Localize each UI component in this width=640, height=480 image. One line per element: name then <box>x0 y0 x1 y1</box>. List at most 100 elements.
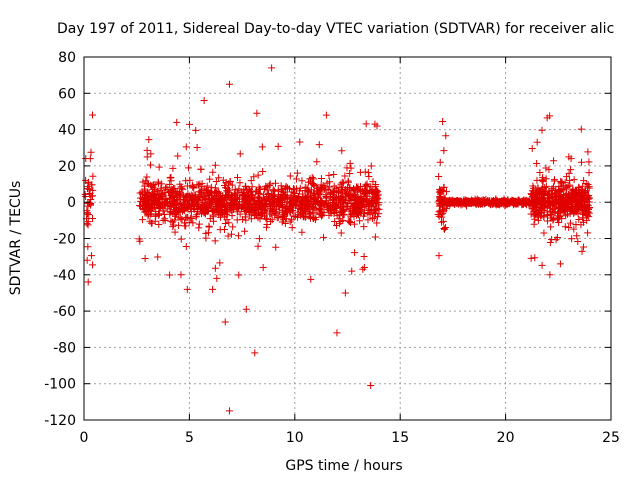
data-point <box>268 64 276 72</box>
data-point <box>167 217 175 225</box>
data-point <box>236 179 244 187</box>
data-point <box>136 237 144 245</box>
data-point <box>144 195 152 203</box>
data-point <box>563 173 571 181</box>
tick-layer: 0 5 10 15 20 25 -120 -100 -80 -60 -40 -20 0 20 40 60 80 <box>44 50 620 446</box>
data-point <box>541 203 549 211</box>
data-point <box>254 242 262 250</box>
data-point <box>201 205 209 213</box>
data-point <box>435 252 443 260</box>
data-point <box>189 193 197 201</box>
data-point <box>527 254 535 262</box>
data-point <box>353 205 361 213</box>
data-point <box>250 207 258 215</box>
data-point <box>343 164 351 172</box>
data-point <box>442 132 450 140</box>
data-point <box>236 150 244 158</box>
data-point <box>543 114 551 122</box>
data-point <box>571 191 579 199</box>
y-tick-label: -80 <box>53 340 76 356</box>
data-point <box>527 197 535 205</box>
data-point <box>166 271 174 279</box>
data-point <box>562 205 570 213</box>
data-point <box>186 120 194 128</box>
data-point <box>256 194 264 202</box>
data-point <box>373 213 381 221</box>
data-point <box>287 216 295 224</box>
data-point <box>574 192 582 200</box>
data-point <box>280 194 288 202</box>
data-point <box>310 209 318 217</box>
data-point <box>151 217 159 225</box>
data-point <box>174 152 182 160</box>
y-tick-label: -60 <box>53 304 76 320</box>
data-point <box>360 190 368 198</box>
data-point <box>211 264 219 272</box>
data-point <box>530 212 538 220</box>
data-point <box>583 209 591 217</box>
data-point <box>269 192 277 200</box>
data-point <box>289 185 297 193</box>
data-point <box>211 161 219 169</box>
data-point <box>178 207 186 215</box>
data-point <box>85 199 93 207</box>
data-point <box>262 199 270 207</box>
data-point <box>439 202 447 210</box>
data-point <box>228 212 236 220</box>
data-point <box>331 217 339 225</box>
data-point <box>581 188 589 196</box>
data-point <box>438 213 446 221</box>
data-point <box>305 178 313 186</box>
data-point <box>143 204 151 212</box>
data-point <box>247 215 255 223</box>
data-point <box>540 207 548 215</box>
data-point <box>207 197 215 205</box>
data-point <box>274 142 282 150</box>
data-point <box>213 205 221 213</box>
data-point <box>145 197 153 205</box>
data-point <box>177 215 185 223</box>
data-point <box>234 232 242 240</box>
data-point <box>223 187 231 195</box>
data-point <box>346 159 354 167</box>
data-point <box>235 271 243 279</box>
data-point <box>199 196 207 204</box>
y-axis-title: SDTVAR / TECUs <box>8 181 24 296</box>
data-point <box>572 187 580 195</box>
data-point <box>348 267 356 275</box>
data-point <box>346 193 354 201</box>
data-point <box>566 181 574 189</box>
data-point <box>333 203 341 211</box>
data-point <box>306 192 314 200</box>
data-point <box>261 212 269 220</box>
data-point <box>147 161 155 169</box>
data-point <box>182 143 190 151</box>
data-point <box>572 207 580 215</box>
data-point <box>338 190 346 198</box>
data-point <box>546 239 554 247</box>
data-point <box>577 198 585 205</box>
data-point <box>346 183 354 191</box>
data-point <box>584 229 592 237</box>
data-point <box>147 210 155 218</box>
data-point <box>315 205 323 213</box>
data-point <box>354 196 362 204</box>
data-point <box>89 214 97 222</box>
data-point <box>139 178 147 186</box>
data-point <box>251 349 259 357</box>
data-point <box>347 219 355 227</box>
data-point <box>369 198 377 206</box>
data-point <box>564 210 571 218</box>
data-point <box>322 191 330 199</box>
data-point <box>356 168 364 176</box>
data-point <box>528 144 536 152</box>
data-point <box>227 230 235 238</box>
data-point <box>566 219 574 227</box>
data-point <box>255 183 263 191</box>
data-point <box>236 210 244 218</box>
data-point <box>336 196 344 204</box>
data-point <box>552 236 560 244</box>
data-point <box>166 180 174 188</box>
data-point <box>88 192 96 200</box>
